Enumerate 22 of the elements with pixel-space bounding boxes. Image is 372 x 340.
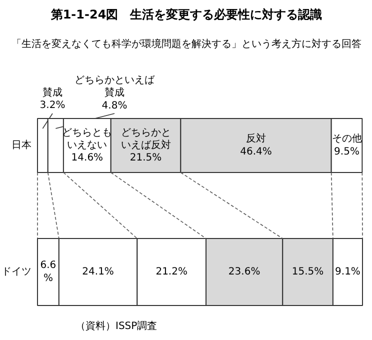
data-label: 23.6% bbox=[228, 266, 260, 278]
y-tick-label: 日本 bbox=[12, 139, 32, 151]
data-label: 6.6% bbox=[40, 260, 56, 284]
data-label: 4.8% bbox=[102, 100, 128, 112]
series-label: その他 bbox=[332, 132, 362, 145]
data-label: 15.5% bbox=[292, 266, 324, 278]
chart-subtitle: 「生活を変えなくても科学が環境問題を解決する」という考え方に対する回答 bbox=[12, 38, 362, 50]
data-label: 21.5% bbox=[130, 152, 162, 164]
data-label: 24.1% bbox=[82, 266, 114, 278]
series-label: どちらかといえば反対 bbox=[120, 127, 171, 151]
data-label: 9.5% bbox=[334, 146, 360, 158]
chart-title: 第1-1-24図 生活を変更する必要性に対する認識 bbox=[50, 8, 322, 22]
data-label: 9.1% bbox=[335, 266, 360, 278]
data-label: 3.2% bbox=[40, 100, 66, 112]
series-label: 反対 bbox=[246, 132, 266, 145]
y-tick-label: ドイツ bbox=[2, 266, 32, 278]
data-label: 14.6% bbox=[71, 152, 104, 164]
data-label: 21.2% bbox=[156, 266, 188, 278]
annotation: （資料）ISSP調査 bbox=[76, 320, 158, 332]
series-label: 賛成 bbox=[42, 86, 62, 98]
text: どちらかといえば賛成 bbox=[74, 75, 156, 99]
data-label: 46.4% bbox=[240, 146, 272, 158]
